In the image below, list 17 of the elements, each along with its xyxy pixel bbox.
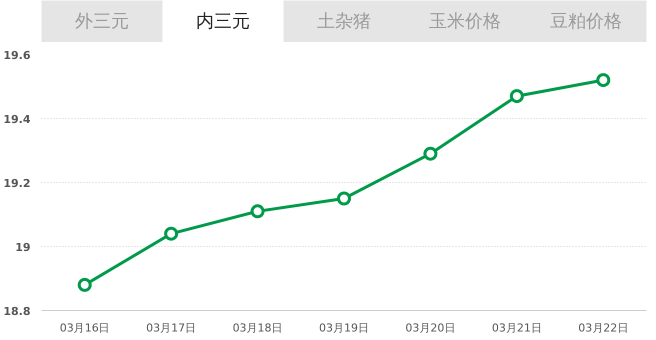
y-tick-label: 18.8 [3, 305, 30, 318]
x-tick-label: 03月18日 [232, 322, 283, 334]
x-tick-label: 03月22日 [578, 322, 628, 334]
x-tick-label: 03月19日 [319, 322, 370, 334]
text: 土杂猪 [317, 11, 371, 32]
text: 玉米价格 [429, 11, 501, 32]
x-tick-label: 03月16日 [60, 322, 110, 334]
text: 外三元 [75, 11, 129, 32]
text: 豆粕价格 [550, 11, 622, 32]
x-tick-label: 03月20日 [405, 322, 456, 334]
x-tick-label: 03月21日 [492, 322, 542, 334]
y-tick-label: 19.6 [3, 49, 31, 62]
y-tick-label: 19.2 [3, 177, 30, 190]
y-tick-label: 19.4 [3, 113, 31, 126]
x-tick-label: 03月17日 [146, 322, 196, 334]
y-tick-label: 19 [15, 241, 31, 254]
text: 内三元 [196, 11, 250, 32]
